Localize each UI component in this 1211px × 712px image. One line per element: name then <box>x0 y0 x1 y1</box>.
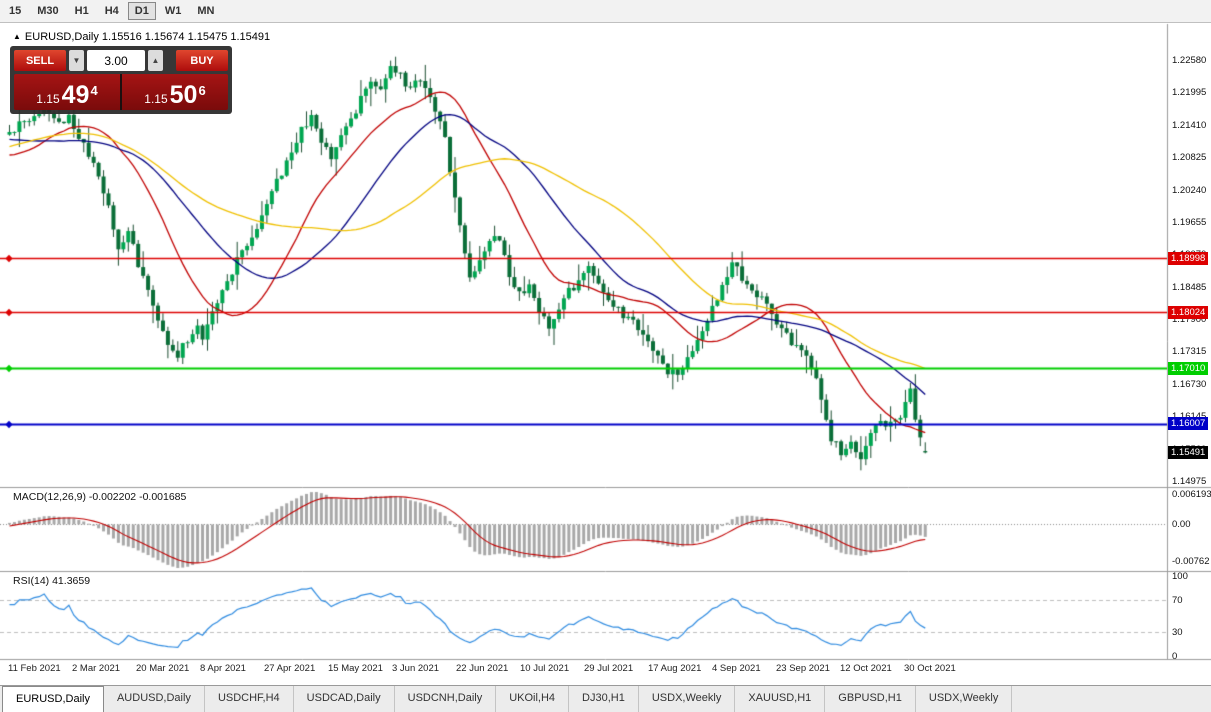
date-label: 2 Mar 2021 <box>72 663 121 674</box>
chart-tab-bar: EURUSD,Daily AUDUSD,Daily USDCHF,H4 USDCAD,… <box>0 685 1211 712</box>
date-label: 4 Sep 2021 <box>712 663 761 674</box>
price-axis-label: 1.17900 <box>1172 314 1207 326</box>
sell-price-pipette: 4 <box>90 83 98 98</box>
price-axis-label: 1.20240 <box>1172 184 1207 196</box>
date-label: 11 Feb 2021 <box>8 663 61 674</box>
macd-indicator-title: MACD(12,26,9) -0.002202 -0.001685 <box>13 491 187 503</box>
chart-tab-xauusd-h1[interactable]: XAUUSD,H1 <box>735 686 826 712</box>
date-label: 22 Jun 2021 <box>456 663 509 674</box>
date-label: 10 Jul 2021 <box>520 663 570 674</box>
rsi-axis-label: 30 <box>1172 627 1183 638</box>
timeframe-button-d1[interactable]: D1 <box>127 2 156 20</box>
buy-price-pipette: 6 <box>198 83 206 98</box>
buy-button[interactable]: BUY <box>176 50 228 71</box>
timeframe-button-m30[interactable]: M30 <box>37 5 59 17</box>
timeframe-button-h1[interactable]: H1 <box>74 5 89 17</box>
volume-dropdown-icon[interactable]: ▼ <box>69 50 84 71</box>
chart-tab-usdx-weekly[interactable]: USDX,Weekly <box>916 686 1013 712</box>
trade-controls-row: SELL ▼ ▲ BUY <box>14 50 228 71</box>
chart-tab-usdx-weekly[interactable]: USDX,Weekly <box>639 686 736 712</box>
date-label: 23 Sep 2021 <box>776 663 830 674</box>
date-label: 27 Apr 2021 <box>264 663 316 674</box>
chart-tab-eurusd-daily[interactable]: EURUSD,Daily <box>2 686 104 712</box>
hline-price-tag[interactable]: 1.18024 <box>1168 305 1209 319</box>
date-label: 20 Mar 2021 <box>136 663 190 674</box>
hline-price-tag[interactable]: 1.17010 <box>1168 361 1209 375</box>
date-label: 30 Oct 2021 <box>904 663 956 674</box>
buy-price-prefix: 1.15 <box>144 92 168 106</box>
trade-prices-row: 1.15 49 4 1.15 50 6 <box>14 74 228 110</box>
volume-input[interactable] <box>87 50 145 71</box>
chart-tab-gbpusd-h1[interactable]: GBPUSD,H1 <box>825 686 916 712</box>
hline-price-tag[interactable]: 1.18998 <box>1168 251 1209 265</box>
buy-price-display[interactable]: 1.15 50 6 <box>120 74 228 110</box>
date-label: 17 Aug 2021 <box>648 663 702 674</box>
symbol-marker-icon: ▲ <box>13 32 21 41</box>
price-axis-label: 1.14975 <box>1172 476 1207 487</box>
chart-tab-dj30-h1[interactable]: DJ30,H1 <box>569 686 639 712</box>
price-axis-label: 1.21995 <box>1172 87 1207 99</box>
rsi-axis-label: 70 <box>1172 595 1183 606</box>
sell-price-big: 49 <box>61 81 90 109</box>
chart-tab-audusd-daily[interactable]: AUDUSD,Daily <box>104 686 205 712</box>
buy-price-big: 50 <box>169 81 198 109</box>
date-label: 3 Jun 2021 <box>392 663 440 674</box>
chart-symbol-header: ▲ EURUSD,Daily 1.15516 1.15674 1.15475 1.… <box>13 31 270 43</box>
date-label: 15 May 2021 <box>328 663 383 674</box>
price-axis-label: 1.16145 <box>1172 411 1206 422</box>
date-label: 12 Oct 2021 <box>840 663 892 674</box>
trade-panel-spacer <box>166 50 173 71</box>
timeframe-button-15[interactable]: 15 <box>9 5 22 17</box>
chart-tab-usdchf-h4[interactable]: USDCHF,H4 <box>205 686 294 712</box>
volume-up-icon[interactable]: ▲ <box>148 50 163 71</box>
current-price-tag: 1.15491 <box>1168 445 1209 459</box>
one-click-trading-panel: SELL ▼ ▲ BUY 1.15 49 4 1.15 50 6 <box>10 46 232 114</box>
chart-tab-usdcad-daily[interactable]: USDCAD,Daily <box>294 686 395 712</box>
price-axis-label: 1.16730 <box>1172 378 1207 390</box>
sell-price-display[interactable]: 1.15 49 4 <box>14 74 120 110</box>
macd-axis-zero: 0.00 <box>1172 519 1191 531</box>
sell-price-prefix: 1.15 <box>36 92 60 106</box>
rsi-indicator-title: RSI(14) 41.3659 <box>13 575 91 587</box>
sell-button[interactable]: SELL <box>14 50 66 71</box>
price-axis-label: 1.20825 <box>1172 152 1207 164</box>
timeframe-button-h4[interactable]: H4 <box>104 5 119 17</box>
timeframe-button-w1[interactable]: W1 <box>164 5 182 17</box>
date-label: 8 Apr 2021 <box>200 663 246 674</box>
chart-tab-usdcnh-daily[interactable]: USDCNH,Daily <box>395 686 497 712</box>
price-axis-label: 1.17315 <box>1172 346 1207 358</box>
hline-price-tag[interactable]: 1.16007 <box>1168 417 1209 431</box>
symbol-ohlc-text: EURUSD,Daily 1.15516 1.15674 1.15475 1.1… <box>24 31 271 43</box>
macd-axis-min: -0.00762 <box>1172 556 1210 567</box>
date-label: 29 Jul 2021 <box>584 663 634 674</box>
price-axis-label: 1.18485 <box>1172 281 1207 293</box>
chart-tab-ukoil-h4[interactable]: UKOil,H4 <box>496 686 570 712</box>
price-axis-label: 1.22580 <box>1172 55 1207 66</box>
macd-axis-max: 0.006193 <box>1172 489 1211 500</box>
timeframe-button-mn[interactable]: MN <box>197 5 215 17</box>
price-axis-label: 1.21410 <box>1172 119 1207 131</box>
timeframe-toolbar: 15 M30 H1 H4 D1 W1 MN <box>0 0 1211 23</box>
rsi-axis-label: 0 <box>1172 651 1178 662</box>
rsi-axis-label: 100 <box>1172 571 1188 582</box>
price-axis-label: 1.19655 <box>1172 216 1207 228</box>
